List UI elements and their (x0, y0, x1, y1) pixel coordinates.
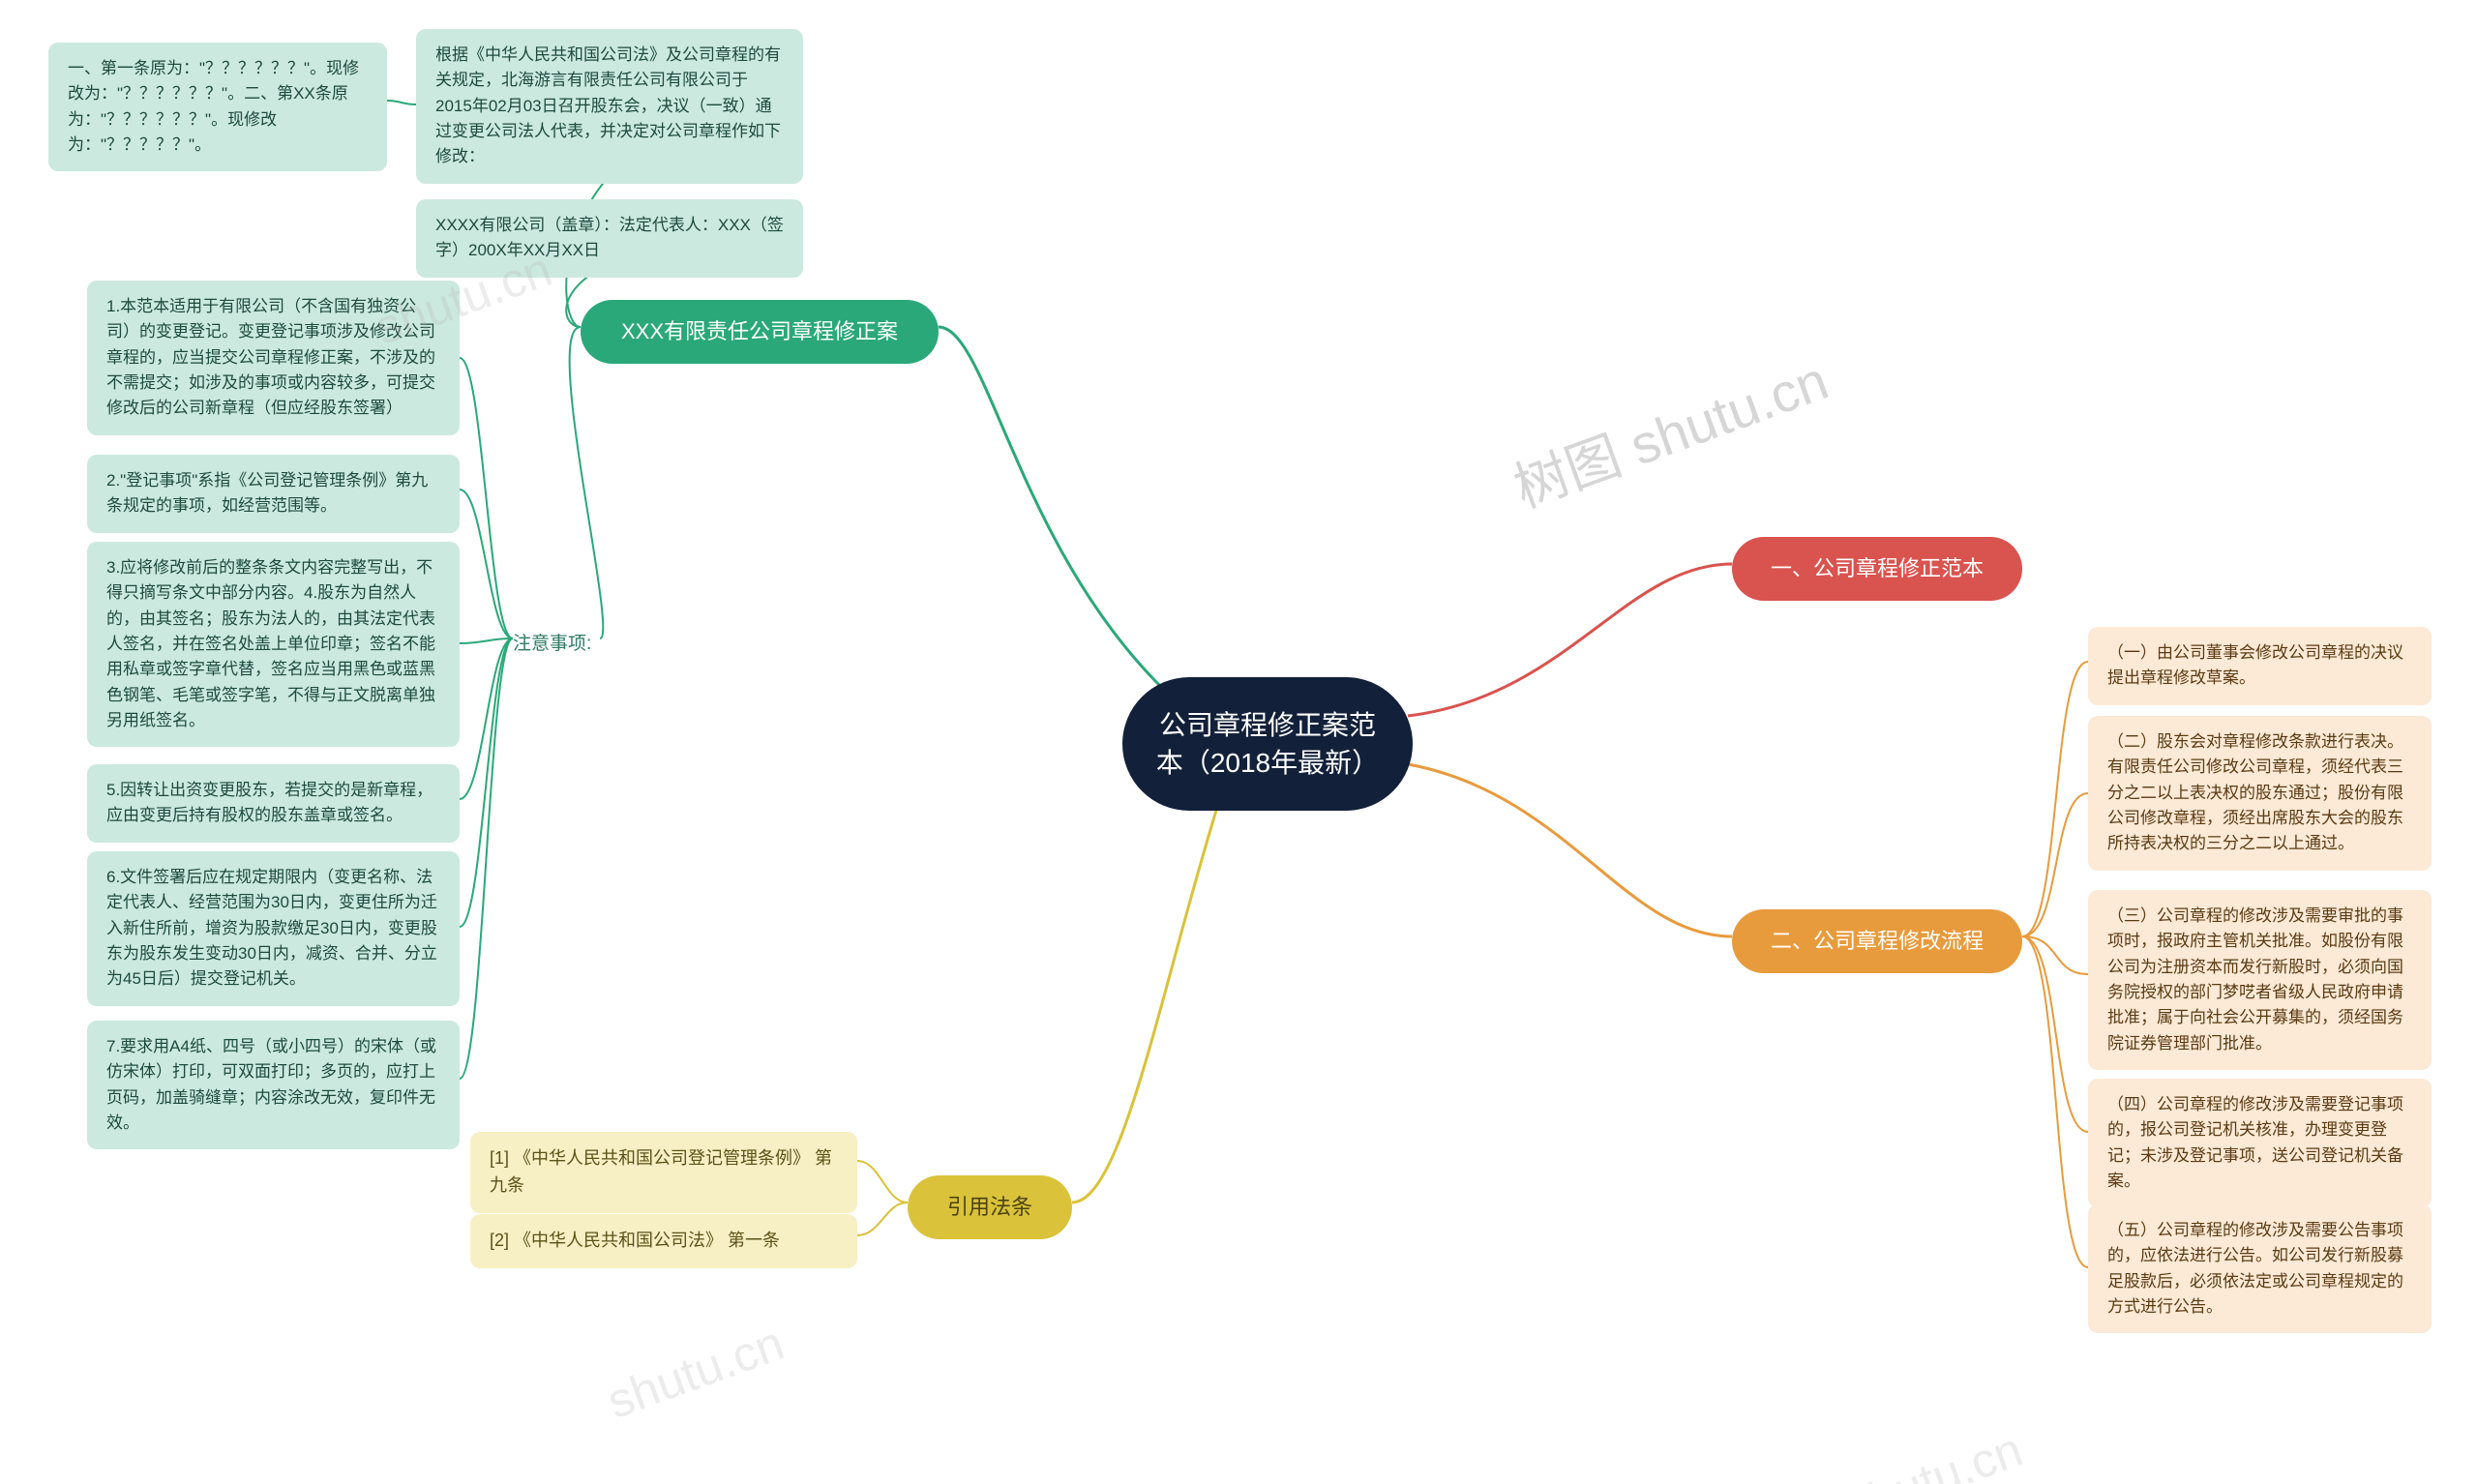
branch-template-title: 一、公司章程修正范本 (1732, 537, 2022, 601)
reference-item: [1] 《中华人民共和国公司登记管理条例》 第九条 (470, 1132, 857, 1213)
amendment-signature: XXXX有限公司（盖章）：法定代表人：XXX（签字）200X年XX月XX日 (416, 199, 803, 278)
note-item: 6.文件签署后应在规定期限内（变更名称、法定代表人、经营范围为30日内，变更住所… (87, 851, 460, 1006)
amendment-change-text: 一、第一条原为："？？？？？？"。现修改为："？？？？？？"。二、第XX条原为：… (48, 43, 387, 171)
note-item: 7.要求用A4纸、四号（或小四号）的宋体（或仿宋体）打印，可双面打印；多页的，应… (87, 1021, 460, 1149)
branch-label: 二、公司章程修改流程 (1771, 929, 1984, 953)
branch-references: 引用法条 (908, 1175, 1072, 1239)
watermark: shutu.cn (1838, 1421, 2029, 1484)
branch-amendment: XXX有限责任公司章程修正案 (581, 300, 939, 364)
process-step: （三）公司章程的修改涉及需要审批的事项时，报政府主管机关批准。如股份有限公司为注… (2088, 890, 2432, 1070)
note-item: 5.因转让出资变更股东，若提交的是新章程，应由变更后持有股权的股东盖章或签名。 (87, 764, 460, 843)
branch-label: XXX有限责任公司章程修正案 (621, 319, 898, 343)
process-step: （五）公司章程的修改涉及需要公告事项的，应依法进行公告。如公司发行新股募足股款后… (2088, 1204, 2432, 1333)
root-label: 公司章程修正案范本（2018年最新） (1156, 710, 1379, 778)
watermark: shutu.cn (600, 1315, 791, 1430)
branch-label: 引用法条 (947, 1195, 1032, 1219)
amendment-intro: 根据《中华人民共和国公司法》及公司章程的有关规定，北海游言有限责任公司有限公司于… (416, 29, 803, 184)
notes-label: 注意事项: (513, 629, 591, 655)
branch-label: 一、公司章程修正范本 (1771, 556, 1984, 580)
note-item: 2."登记事项"系指《公司登记管理条例》第九条规定的事项，如经营范围等。 (87, 455, 460, 533)
reference-item: [2] 《中华人民共和国公司法》 第一条 (470, 1214, 857, 1268)
watermark: 树图 shutu.cn (1502, 338, 1837, 523)
note-item: 3.应将修改前后的整条条文内容完整写出，不得只摘写条文中部分内容。4.股东为自然… (87, 542, 460, 747)
process-step: （二）股东会对章程修改条款进行表决。有限责任公司修改公司章程，须经代表三分之二以… (2088, 716, 2432, 871)
process-step: （一）由公司董事会修改公司章程的决议提出章程修改草案。 (2088, 627, 2432, 705)
note-item: 1.本范本适用于有限公司（不含国有独资公司）的变更登记。变更登记事项涉及修改公司… (87, 281, 460, 435)
branch-process: 二、公司章程修改流程 (1732, 909, 2022, 973)
root-node: 公司章程修正案范本（2018年最新） (1122, 677, 1413, 811)
process-step: （四）公司章程的修改涉及需要登记事项的，报公司登记机关核准，办理变更登记；未涉及… (2088, 1079, 2432, 1207)
